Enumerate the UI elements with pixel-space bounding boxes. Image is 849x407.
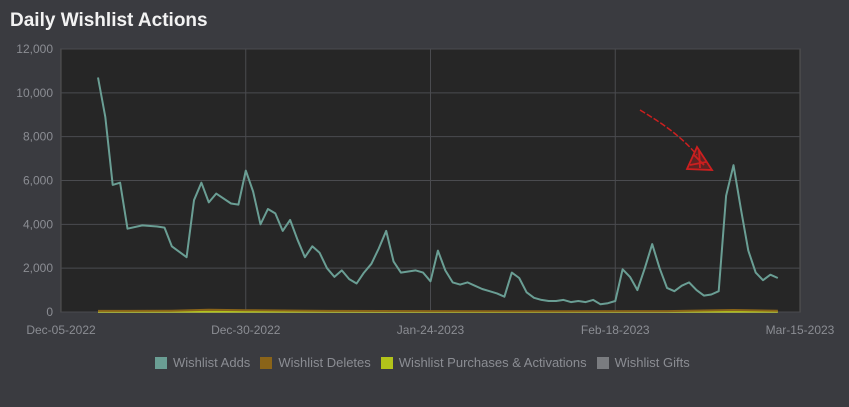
y-tick-label: 12,000	[16, 42, 53, 56]
chart-legend: Wishlist Adds Wishlist Deletes Wishlist …	[155, 355, 690, 370]
legend-item-purchases[interactable]: Wishlist Purchases & Activations	[380, 355, 587, 370]
annotation-arrow-shaft	[639, 109, 698, 156]
legend-label-gifts: Wishlist Gifts	[614, 355, 690, 370]
x-tick-label: Feb-18-2023	[581, 323, 650, 337]
legend-swatch-adds	[155, 356, 167, 369]
legend-swatch-deletes	[260, 356, 273, 369]
legend-item-adds[interactable]: Wishlist Adds	[155, 355, 250, 370]
x-tick-label: Dec-30-2022	[211, 323, 281, 337]
y-tick-label: 4,000	[23, 217, 53, 231]
x-tick-label: Dec-05-2022	[26, 323, 96, 337]
legend-label-purchases: Wishlist Purchases & Activations	[398, 355, 587, 370]
legend-label-deletes: Wishlist Deletes	[278, 355, 371, 370]
chart-title: Daily Wishlist Actions	[10, 10, 208, 31]
series-line-wishlist-deletes	[97, 308, 778, 313]
x-tick-label: Jan-24-2023	[397, 323, 465, 337]
y-tick-label: 8,000	[23, 130, 53, 144]
annotation-arrow-head	[685, 145, 714, 171]
legend-label-adds: Wishlist Adds	[173, 355, 251, 370]
legend-swatch-gifts	[596, 356, 609, 369]
x-tick-label: Mar-15-2023	[766, 323, 835, 337]
y-tick-label: 2,000	[23, 261, 53, 275]
series-line-wishlist-adds	[97, 77, 779, 306]
legend-item-deletes[interactable]: Wishlist Deletes	[260, 355, 371, 370]
y-tick-label: 0	[46, 305, 53, 319]
legend-swatch-purchases	[380, 356, 393, 369]
legend-item-gifts[interactable]: Wishlist Gifts	[596, 355, 690, 370]
y-tick-label: 10,000	[16, 86, 53, 100]
y-tick-label: 6,000	[23, 174, 53, 188]
hand-drawn-annotation-arrow	[639, 109, 714, 171]
